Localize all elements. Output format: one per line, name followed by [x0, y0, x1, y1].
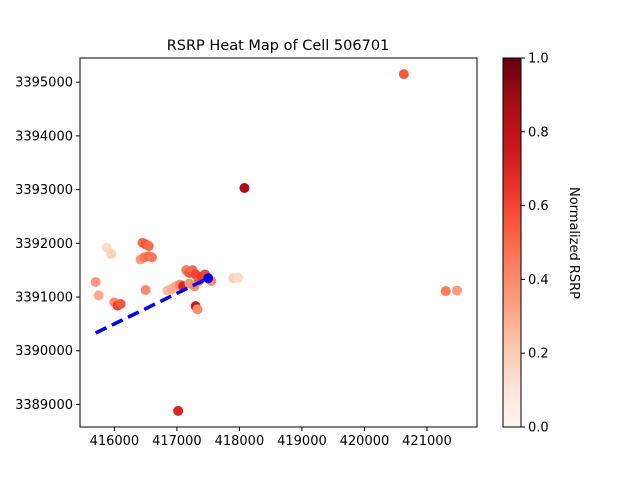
data-point: [106, 249, 117, 260]
data-point: [233, 272, 244, 283]
y-tick-label: 3393000: [15, 183, 73, 198]
data-point: [451, 285, 462, 296]
colorbar-tick-label: 0.6: [528, 199, 549, 214]
plot-area: [90, 69, 462, 416]
colorbar-label: Normalized RSRP: [566, 187, 581, 299]
data-point: [173, 405, 184, 416]
axes: 416000 417000 418000 419000 420000 421000 3389…: [15, 57, 478, 449]
y-tick-label: 3389000: [15, 398, 73, 413]
data-point: [239, 182, 250, 193]
colorbar-tick-label: 0.0: [528, 421, 549, 436]
data-point: [146, 252, 157, 263]
data-point: [115, 299, 126, 309]
y-tick-label: 3391000: [15, 291, 73, 306]
colorbar-tick-label: 0.2: [528, 347, 549, 362]
data-point: [440, 286, 451, 297]
colorbar-gradient: [502, 57, 522, 428]
y-tick-label: 3395000: [15, 76, 73, 91]
x-tick-label: 416000: [90, 434, 140, 449]
y-tick-label: 3390000: [15, 344, 73, 359]
data-point: [93, 290, 104, 301]
x-tick-label: 421000: [402, 434, 452, 449]
colorbar: 0.0 0.2 0.4 0.6 0.8 1.0: [502, 52, 549, 436]
axes-frame: [79, 57, 478, 428]
data-point: [90, 276, 101, 287]
data-point: [192, 304, 203, 315]
y-tick-label: 3394000: [15, 129, 73, 144]
colorbar-tick-label: 1.0: [528, 52, 549, 67]
data-point: [398, 69, 409, 80]
y-tick-label: 3392000: [15, 237, 73, 252]
direction-line: [94, 276, 209, 335]
x-tick-label: 417000: [152, 434, 202, 449]
x-tick-label: 419000: [277, 434, 327, 449]
colorbar-tick-label: 0.8: [528, 125, 549, 140]
x-tick-label: 420000: [340, 434, 390, 449]
line-endpoint: [203, 273, 214, 284]
data-point: [140, 285, 151, 296]
chart-title: RSRP Heat Map of Cell 506701: [167, 38, 390, 54]
data-point: [143, 240, 154, 251]
colorbar-tick-label: 0.4: [528, 273, 549, 288]
x-tick-label: 418000: [215, 434, 265, 449]
